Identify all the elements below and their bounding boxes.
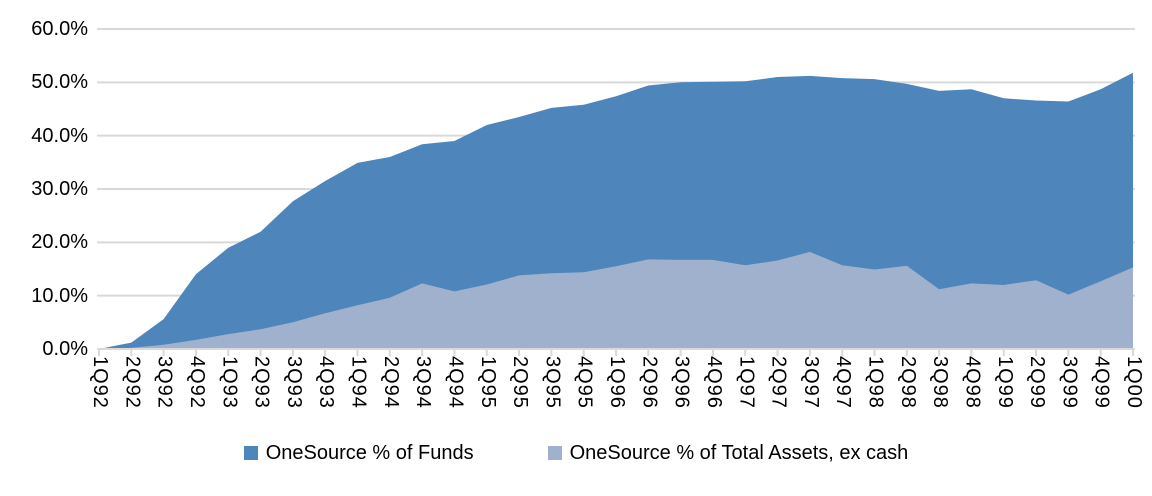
- legend-item-funds: OneSource % of Funds: [243, 441, 474, 465]
- x-axis-label: 2Q97: [767, 356, 790, 409]
- x-axis-label: 1Q96: [606, 356, 628, 409]
- legend-swatch-assets-icon: [547, 446, 562, 460]
- y-axis-label: 20.0%: [31, 231, 88, 254]
- x-axis-label: 1Q92: [89, 356, 111, 409]
- x-axis-label: 4Q92: [185, 356, 208, 409]
- x-axis-label: 4Q94: [444, 356, 467, 409]
- x-axis-label: 2Q94: [379, 356, 402, 409]
- x-axis-label: 4Q96: [702, 356, 725, 409]
- legend-label-funds: OneSource % of Funds: [265, 441, 474, 464]
- x-axis-label: 1Q99: [993, 356, 1016, 409]
- legend-item-assets: OneSource % of Total Assets, ex cash: [547, 441, 909, 465]
- legend-label-assets: OneSource % of Total Assets, ex cash: [569, 441, 909, 464]
- x-axis-label: 3Q99: [1058, 356, 1081, 409]
- x-axis-label: 1Q94: [347, 356, 370, 409]
- x-axis-label: 1Q98: [864, 356, 887, 409]
- x-axis-label: 4Q93: [315, 356, 338, 409]
- x-axis-label: 3Q95: [541, 356, 564, 409]
- x-axis-label: 4Q95: [573, 356, 596, 409]
- x-axis-label: 3Q96: [670, 356, 693, 409]
- y-axis-label: 10.0%: [31, 284, 88, 307]
- x-axis-label: 3Q97: [799, 356, 822, 409]
- x-axis-label: 1Q93: [218, 356, 241, 409]
- y-axis-label: 30.0%: [31, 178, 88, 200]
- series-area-assets: [99, 251, 1133, 349]
- x-axis-label: 1Q97: [735, 356, 758, 409]
- x-axis-label: 4Q97: [832, 356, 855, 409]
- y-axis-label: 50.0%: [31, 71, 88, 94]
- legend-swatch-funds-icon: [243, 446, 258, 460]
- x-axis-label: 3Q98: [929, 356, 952, 409]
- x-axis-label: 2Q96: [638, 356, 661, 409]
- x-axis-label: 2Q92: [121, 356, 144, 409]
- x-axis-label: 4Q99: [1090, 356, 1113, 409]
- x-axis-label: 1Q95: [476, 356, 499, 409]
- x-axis-label: 2Q99: [1026, 356, 1049, 409]
- x-axis-label: 2Q95: [509, 356, 532, 409]
- x-axis-label: 2Q93: [250, 356, 273, 409]
- y-axis-label: 60.0%: [31, 18, 88, 40]
- x-axis-label: 4Q98: [961, 356, 984, 409]
- y-axis-label: 40.0%: [31, 124, 88, 147]
- x-axis-label: 1Q00: [1123, 356, 1145, 409]
- x-axis-label: 3Q94: [412, 356, 435, 409]
- legend: OneSource % of Funds OneSource % of Tota…: [0, 440, 1152, 466]
- x-axis-label: 3Q93: [282, 356, 305, 409]
- x-axis-label: 2Q98: [896, 356, 919, 409]
- x-axis-label: 3Q92: [153, 356, 176, 409]
- y-axis-label: 0.0%: [42, 338, 88, 360]
